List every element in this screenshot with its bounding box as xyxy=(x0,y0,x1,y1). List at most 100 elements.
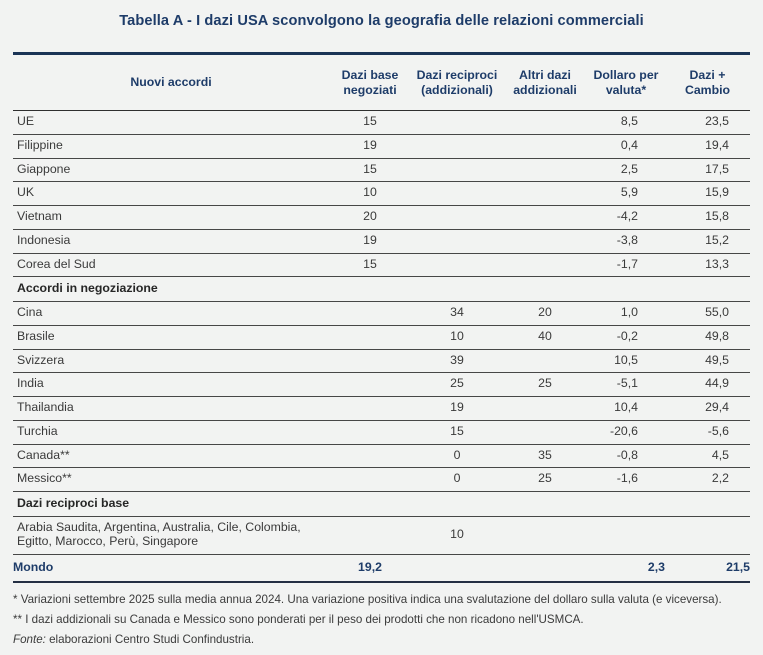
cell: -0,8 xyxy=(587,444,665,469)
row-label: Thailandia xyxy=(13,396,329,421)
row-label: Vietnam xyxy=(13,205,329,230)
table-row: Filippine 19 0,4 19,4 xyxy=(13,134,750,159)
cell: -1,6 xyxy=(587,467,665,493)
cell xyxy=(503,554,587,584)
cell: 29,4 xyxy=(665,396,750,421)
cell xyxy=(329,301,411,326)
cell: 49,8 xyxy=(665,325,750,350)
row-label: Corea del Sud xyxy=(13,253,329,278)
column-header-dazi-cambio: Dazi + Cambio xyxy=(665,53,750,111)
source-label: Fonte: xyxy=(13,632,46,646)
table-row: UK 10 5,9 15,9 xyxy=(13,181,750,207)
cell: 10,5 xyxy=(587,349,665,374)
table-row: Giappone 15 2,5 17,5 xyxy=(13,158,750,183)
source-text: elaborazioni Centro Studi Confindustria. xyxy=(49,632,255,646)
cell: 17,5 xyxy=(665,158,750,183)
cell xyxy=(503,181,587,207)
cell: 15 xyxy=(411,420,503,445)
column-header-altri-dazi: Altri dazi addizionali xyxy=(503,53,587,111)
cell: 2,3 xyxy=(587,554,665,584)
source-line: Fonte: elaborazioni Centro Studi Confind… xyxy=(13,632,750,647)
row-label: Cina xyxy=(13,301,329,326)
cell xyxy=(329,349,411,374)
cell: 10 xyxy=(411,516,503,555)
row-label: India xyxy=(13,372,329,398)
table-row: Thailandia 19 10,4 29,4 xyxy=(13,396,750,421)
cell: 10 xyxy=(411,325,503,350)
tariffs-table: Nuovi accordi Dazi base negoziati Dazi r… xyxy=(13,52,750,584)
row-label: Giappone xyxy=(13,158,329,183)
cell: 19 xyxy=(411,396,503,421)
row-label: Canada** xyxy=(13,444,329,469)
cell xyxy=(503,420,587,445)
cell: 15,8 xyxy=(665,205,750,230)
cell: -3,8 xyxy=(587,229,665,254)
table-row: Canada** 0 35 -0,8 4,5 xyxy=(13,444,750,469)
cell xyxy=(503,396,587,421)
cell: 19,4 xyxy=(665,134,750,159)
cell: 25 xyxy=(411,372,503,398)
cell: -1,7 xyxy=(587,253,665,278)
row-label: UE xyxy=(13,110,329,135)
cell: 40 xyxy=(503,325,587,350)
cell: 2,5 xyxy=(587,158,665,183)
cell xyxy=(411,229,503,254)
cell: 15,2 xyxy=(665,229,750,254)
table-row: Brasile 10 40 -0,2 49,8 xyxy=(13,325,750,350)
cell: 13,3 xyxy=(665,253,750,278)
cell: 8,5 xyxy=(587,110,665,135)
section-label: Dazi reciproci base xyxy=(13,491,750,518)
cell xyxy=(411,158,503,183)
table-row: UE 15 8,5 23,5 xyxy=(13,110,750,135)
cell xyxy=(503,229,587,254)
table-row: Cina 34 20 1,0 55,0 xyxy=(13,301,750,326)
cell: 35 xyxy=(503,444,587,469)
table-row: Arabia Saudita, Argentina, Australia, Ci… xyxy=(13,516,750,555)
table-row: Turchia 15 -20,6 -5,6 xyxy=(13,420,750,445)
cell: -5,1 xyxy=(587,372,665,398)
cell xyxy=(329,372,411,398)
row-label: Arabia Saudita, Argentina, Australia, Ci… xyxy=(13,516,329,555)
footnote-asterisk: * Variazioni settembre 2025 sulla media … xyxy=(13,593,722,607)
cell: 4,5 xyxy=(665,444,750,469)
cell xyxy=(503,158,587,183)
cell xyxy=(329,444,411,469)
cell: 0,4 xyxy=(587,134,665,159)
cell xyxy=(503,516,587,555)
cell: 2,2 xyxy=(665,467,750,493)
cell: -0,2 xyxy=(587,325,665,350)
cell: 20 xyxy=(329,205,411,230)
cell: 1,0 xyxy=(587,301,665,326)
cell xyxy=(587,516,665,555)
table-row: Messico** 0 25 -1,6 2,2 xyxy=(13,467,750,493)
cell: 19,2 xyxy=(329,554,411,584)
section-row: Dazi reciproci base xyxy=(13,491,750,518)
cell: 15 xyxy=(329,158,411,183)
cell: 5,9 xyxy=(587,181,665,207)
cell xyxy=(503,134,587,159)
cell: -20,6 xyxy=(587,420,665,445)
cell xyxy=(329,467,411,493)
footnote-double-asterisk: ** I dazi addizionali su Canada e Messic… xyxy=(13,613,584,627)
header-row: Nuovi accordi Dazi base negoziati Dazi r… xyxy=(13,53,750,111)
cell xyxy=(329,420,411,445)
table-row: Vietnam 20 -4,2 15,8 xyxy=(13,205,750,230)
cell xyxy=(503,253,587,278)
cell: 15,9 xyxy=(665,181,750,207)
table-title: Tabella A - I dazi USA sconvolgono la ge… xyxy=(119,13,644,29)
cell xyxy=(329,516,411,555)
cell: 19 xyxy=(329,229,411,254)
cell: 10,4 xyxy=(587,396,665,421)
row-label: Mondo xyxy=(13,554,329,584)
cell: 39 xyxy=(411,349,503,374)
cell: 23,5 xyxy=(665,110,750,135)
cell xyxy=(503,205,587,230)
section-row: Accordi in negoziazione xyxy=(13,276,750,303)
cell xyxy=(411,554,503,584)
row-label: Brasile xyxy=(13,325,329,350)
cell: 21,5 xyxy=(665,554,750,584)
cell: 49,5 xyxy=(665,349,750,374)
cell: -4,2 xyxy=(587,205,665,230)
table-row: India 25 25 -5,1 44,9 xyxy=(13,372,750,398)
